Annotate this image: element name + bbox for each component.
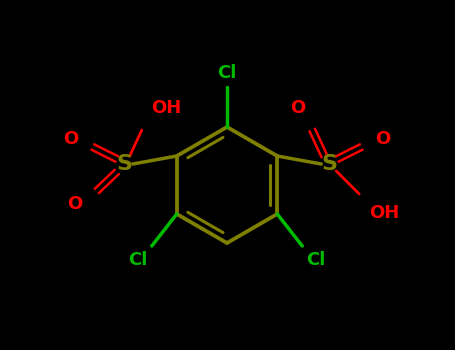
Text: S: S bbox=[117, 154, 133, 174]
Text: S: S bbox=[321, 154, 337, 174]
Text: O: O bbox=[375, 130, 390, 148]
Text: OH: OH bbox=[369, 204, 399, 222]
Text: O: O bbox=[290, 99, 305, 117]
Text: OH: OH bbox=[151, 99, 181, 117]
Text: O: O bbox=[67, 195, 83, 213]
Text: Cl: Cl bbox=[306, 251, 326, 269]
Text: O: O bbox=[64, 130, 79, 148]
Text: Cl: Cl bbox=[217, 64, 237, 82]
Text: Cl: Cl bbox=[128, 251, 148, 269]
